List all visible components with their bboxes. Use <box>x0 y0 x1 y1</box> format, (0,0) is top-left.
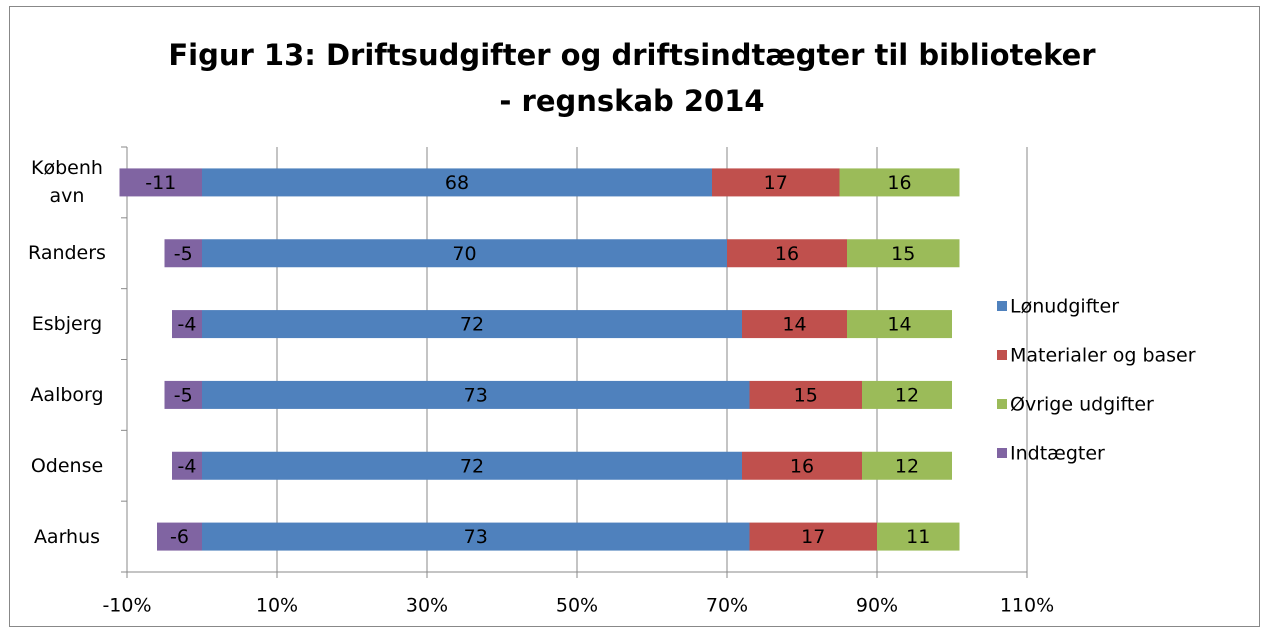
legend-label: Øvrige udgifter <box>1010 394 1154 416</box>
x-tick-label: 70% <box>706 595 748 617</box>
x-tick-label: -10% <box>102 595 151 617</box>
data-label: 15 <box>891 243 915 265</box>
data-label: 15 <box>794 384 818 406</box>
y-tick-label: Odense <box>30 454 104 477</box>
bar-segment <box>839 168 960 197</box>
bar-segment <box>749 522 877 551</box>
bar-segment <box>202 239 727 268</box>
bar-segment <box>742 310 847 339</box>
bar-segment <box>727 239 847 268</box>
x-tick-label: 110% <box>1000 595 1054 617</box>
data-label: -4 <box>178 314 197 336</box>
bar-segment <box>157 522 202 551</box>
legend-label: Lønudgifter <box>1010 296 1119 318</box>
y-tick-label: Randers <box>28 242 106 265</box>
x-tick-label: 10% <box>256 595 298 617</box>
legend-swatch <box>997 350 1007 360</box>
y-tick-label: Aarhus <box>33 525 101 548</box>
data-label: 72 <box>460 455 484 477</box>
legend-label: Indtægter <box>1010 443 1105 465</box>
data-label: 12 <box>895 384 919 406</box>
bar-segment <box>202 380 750 409</box>
data-label: 17 <box>764 172 788 194</box>
legend-swatch <box>997 399 1007 409</box>
data-label: -6 <box>170 526 189 548</box>
bar-segment <box>712 168 840 197</box>
x-tick-label: 30% <box>406 595 448 617</box>
data-label: 70 <box>452 243 476 265</box>
x-tick-label: 50% <box>556 595 598 617</box>
legend-swatch <box>997 301 1007 311</box>
bar-segment <box>742 451 862 480</box>
bar-segment <box>862 380 952 409</box>
y-tick-label: Aalborg <box>30 383 104 406</box>
data-label: 73 <box>464 384 488 406</box>
legend-label: Materialer og baser <box>1010 345 1196 367</box>
bar-segment <box>847 239 960 268</box>
bar-segment <box>847 310 952 339</box>
legend-swatch <box>997 448 1007 458</box>
bar-segment <box>202 522 750 551</box>
data-label: 17 <box>801 526 825 548</box>
data-label: -11 <box>145 172 176 194</box>
data-label: -5 <box>174 243 193 265</box>
data-label: 12 <box>895 455 919 477</box>
bar-segment <box>164 380 202 409</box>
data-label: 14 <box>782 314 806 336</box>
data-label: 16 <box>775 243 799 265</box>
bar-segment <box>749 380 862 409</box>
chart-title: Figur 13: Driftsudgifter og driftsindtæg… <box>168 38 1096 72</box>
data-label: 16 <box>887 172 911 194</box>
bar-segment <box>202 310 742 339</box>
bar-segment <box>202 451 742 480</box>
data-label: -5 <box>174 384 193 406</box>
bar-segment <box>164 239 202 268</box>
data-label: 73 <box>464 526 488 548</box>
data-label: -4 <box>178 455 197 477</box>
data-label: 11 <box>906 526 930 548</box>
data-label: 72 <box>460 314 484 336</box>
y-tick-label: København <box>31 157 103 208</box>
data-label: 68 <box>445 172 469 194</box>
bar-segment <box>172 451 202 480</box>
chart-title: - regnskab 2014 <box>499 84 764 118</box>
bar-segment <box>119 168 202 197</box>
x-tick-label: 90% <box>856 595 898 617</box>
bar-segment <box>202 168 712 197</box>
bar-segment <box>877 522 960 551</box>
data-label: 14 <box>887 314 911 336</box>
bar-segment <box>862 451 952 480</box>
data-label: 16 <box>790 455 814 477</box>
bar-segment <box>172 310 202 339</box>
y-tick-label: Esbjerg <box>31 313 103 336</box>
